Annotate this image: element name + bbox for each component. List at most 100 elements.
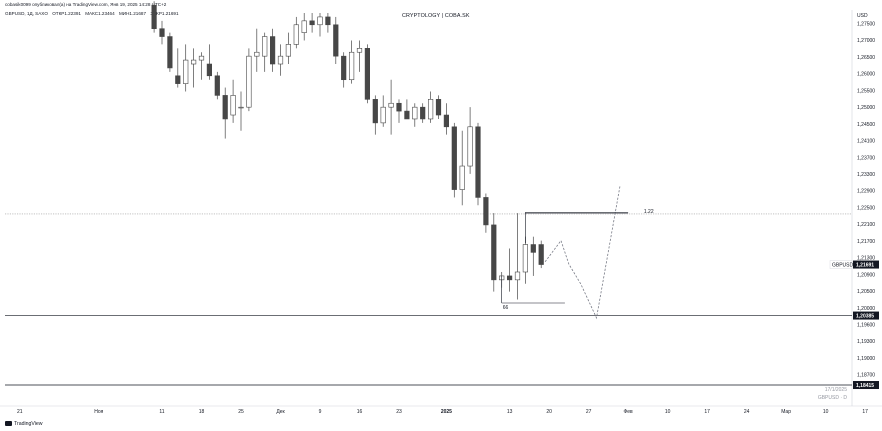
- tradingview-footer[interactable]: TradingView: [5, 421, 43, 427]
- candle-body-up: [293, 24, 299, 45]
- candle-body-up: [198, 55, 205, 61]
- time-tick-label: 17: [862, 409, 868, 415]
- candle: [459, 130, 465, 206]
- candle: [277, 44, 284, 76]
- candle: [222, 87, 228, 139]
- candle: [522, 236, 528, 284]
- candle-body-down: [341, 55, 347, 81]
- candle-body-up: [191, 59, 197, 65]
- tradingview-logo-icon: [5, 421, 12, 426]
- price-tick-label: 1,23300: [857, 172, 875, 178]
- candle: [183, 44, 189, 92]
- candle-body-down: [167, 36, 173, 69]
- annotations-layer: 1.22 66: [501, 184, 654, 320]
- range-annotation: 66: [501, 275, 565, 311]
- price-tick-label: 1,26500: [857, 55, 875, 61]
- candle-body-down: [491, 224, 497, 281]
- level-price-tag: [853, 381, 879, 390]
- time-tick-label: Ноя: [94, 409, 103, 415]
- price-tick-label: 1,22100: [857, 222, 875, 228]
- candle-body-down: [214, 75, 220, 96]
- candle: [372, 95, 378, 135]
- candle: [356, 40, 363, 72]
- candle: [380, 95, 386, 127]
- candle: [285, 32, 292, 65]
- time-tick-label: 20: [546, 409, 552, 415]
- range-label: 1.22: [644, 209, 654, 215]
- price-tick-label: 1,19300: [857, 339, 875, 345]
- time-tick-label: Мар: [781, 409, 791, 415]
- candle: [167, 32, 173, 72]
- candle: [412, 103, 418, 127]
- candle-body-up: [246, 55, 252, 108]
- level-price-label: 1,20385: [856, 313, 874, 319]
- candle-body-up: [277, 55, 284, 65]
- candle-body-down: [309, 20, 315, 26]
- time-tick-label: 13: [507, 409, 513, 415]
- candle-body-down: [506, 275, 513, 281]
- candle-body-up: [380, 106, 386, 124]
- candle-body-up: [522, 244, 528, 273]
- time-tick-label: 16: [357, 409, 363, 415]
- candle-body-up: [356, 48, 363, 53]
- price-tick-label: 1,24100: [857, 139, 875, 145]
- candle-body-down: [420, 106, 426, 120]
- candle-body-up: [412, 106, 418, 120]
- author-line: cobasik0099 опубликовал(а) на TradingVie…: [5, 2, 167, 7]
- current-price-tag: [853, 260, 879, 269]
- candle: [206, 44, 213, 80]
- price-axis[interactable]: 1,20385 1,18415 USD 1,27500 1,27000 1,26500 1,…: [829, 13, 879, 390]
- candle-body-up: [317, 16, 323, 26]
- candle: [191, 48, 197, 88]
- candle: [198, 52, 205, 80]
- candle: [396, 99, 402, 123]
- watermark-date: 17/1/2025: [824, 387, 847, 393]
- price-tick-label: 1,23700: [857, 155, 875, 161]
- candle: [301, 13, 307, 41]
- low-value: МИН1.21687: [118, 11, 147, 16]
- open-value: ОТКР1.22391: [52, 11, 81, 16]
- candle: [214, 71, 220, 100]
- projection-path: [544, 184, 621, 320]
- candle-body-up: [467, 126, 473, 167]
- candle: [475, 122, 481, 206]
- candle: [388, 79, 394, 135]
- time-tick-label: 21: [17, 409, 23, 415]
- candle-body-down: [269, 36, 276, 65]
- candle-body-down: [372, 99, 378, 124]
- candle: [341, 52, 347, 88]
- candle: [238, 91, 244, 131]
- time-tick-label: 18: [199, 409, 205, 415]
- candle-body-up: [301, 20, 307, 33]
- time-tick-label: 27: [586, 409, 592, 415]
- candle: [175, 48, 181, 88]
- candle: [530, 236, 536, 276]
- candle: [427, 91, 434, 123]
- price-tick-label: 1,20000: [857, 306, 875, 312]
- candle: [230, 79, 236, 123]
- candle: [483, 193, 489, 233]
- time-axis[interactable]: 21 Ноя 11 18 25 Дек 9 16 23 2025 13 20 27 Фев 10 17 24 Ма…: [17, 409, 868, 415]
- current-price-label: 1,21691: [856, 262, 874, 268]
- watermark-label: GBPUSD · D: [817, 395, 847, 401]
- price-tick-label: 1,25500: [857, 88, 875, 94]
- candle-body-down: [333, 24, 339, 57]
- candle: [443, 103, 450, 135]
- candle-body-up: [459, 165, 465, 190]
- candle: [254, 28, 260, 72]
- candle-body-down: [325, 16, 331, 26]
- candle: [348, 40, 355, 84]
- price-tick-label: 1,24500: [857, 122, 875, 128]
- candle: [293, 16, 299, 49]
- candle: [159, 20, 165, 45]
- candle-body-up: [427, 99, 434, 120]
- time-tick-label: 25: [238, 409, 244, 415]
- time-tick-label: 2025: [441, 409, 452, 415]
- symbol-line: GBPUSD, 1Д, SAXO ОТКР1.22391 МАКС1.23464…: [5, 11, 182, 16]
- candle-body-down: [364, 48, 371, 100]
- candle: [364, 44, 371, 104]
- candle-body-up: [514, 271, 521, 281]
- candle-body-up: [388, 102, 394, 108]
- candle: [151, 1, 157, 33]
